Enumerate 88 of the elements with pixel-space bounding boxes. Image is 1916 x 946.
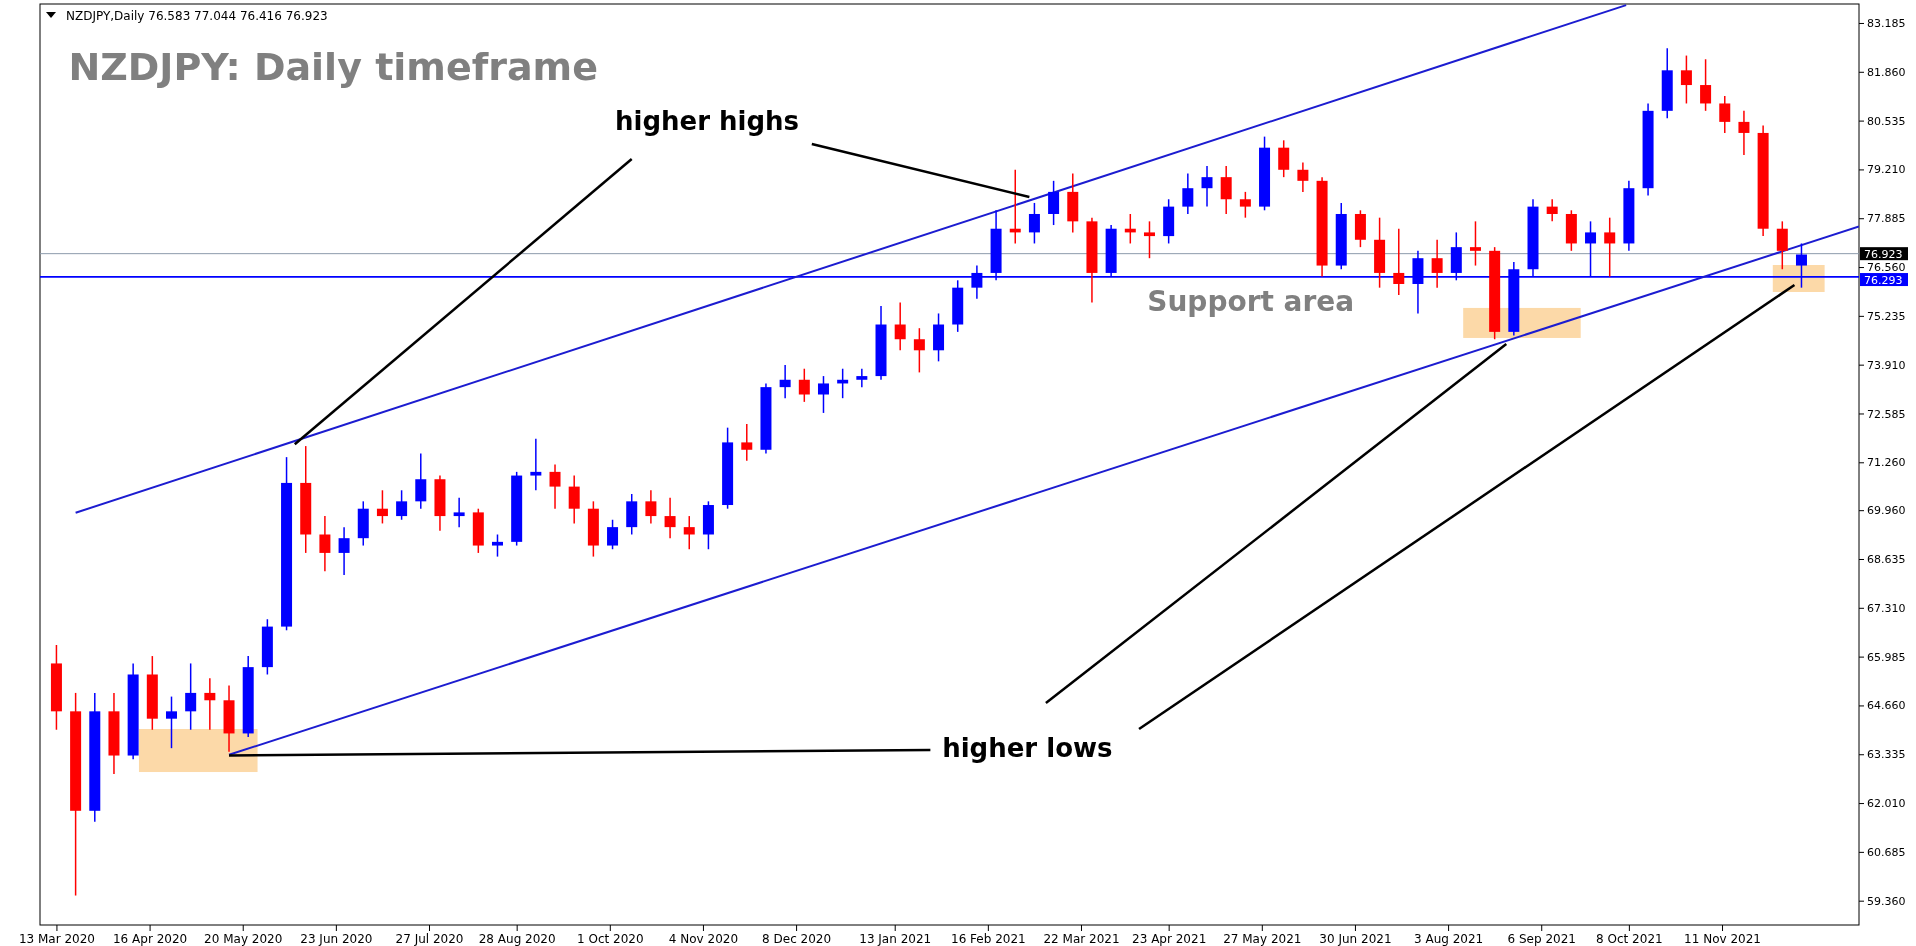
y-tick-label: 67.310 bbox=[1867, 601, 1906, 615]
candlestick bbox=[741, 423, 753, 462]
y-tick-label: 63.335 bbox=[1867, 748, 1906, 762]
y-tick-label: 80.535 bbox=[1867, 114, 1906, 128]
candlestick bbox=[1604, 216, 1616, 278]
candlestick bbox=[1469, 220, 1481, 267]
candlestick bbox=[798, 367, 810, 403]
candlestick bbox=[1393, 227, 1405, 296]
candlestick bbox=[453, 496, 465, 528]
candlestick bbox=[1297, 161, 1309, 193]
x-tick-label: 16 Feb 2021 bbox=[951, 931, 1026, 946]
candlestick bbox=[165, 695, 177, 749]
candlestick bbox=[607, 519, 619, 550]
x-tick-label: 8 Oct 2021 bbox=[1596, 931, 1663, 946]
x-tick-label: 16 Apr 2020 bbox=[112, 931, 188, 946]
annotation: higher highs bbox=[614, 106, 800, 137]
y-tick-label: 79.210 bbox=[1867, 163, 1906, 177]
annotation: Support area bbox=[1147, 284, 1355, 318]
y-tick-label: 71.260 bbox=[1867, 456, 1906, 470]
candlestick bbox=[1546, 198, 1558, 223]
x-tick-label: 22 Mar 2021 bbox=[1043, 931, 1120, 946]
candlestick bbox=[1776, 220, 1788, 270]
x-tick-label: 6 Sep 2021 bbox=[1507, 931, 1576, 946]
candlestick bbox=[1278, 139, 1290, 178]
candlestick bbox=[683, 515, 695, 550]
y-tick-label: 68.635 bbox=[1867, 553, 1906, 567]
candlestick bbox=[1738, 110, 1750, 156]
candlestick bbox=[1182, 172, 1194, 215]
y-tick-label: 76.560 bbox=[1867, 261, 1906, 275]
candlestick bbox=[817, 375, 829, 414]
ref-line-label: 76.923 bbox=[1864, 247, 1903, 261]
y-tick-label: 75.235 bbox=[1867, 309, 1906, 323]
candlestick bbox=[549, 463, 561, 510]
y-tick-label: 77.885 bbox=[1867, 212, 1906, 226]
candlestick bbox=[1028, 202, 1040, 245]
y-tick-label: 64.660 bbox=[1867, 699, 1906, 713]
y-tick-label: 65.985 bbox=[1867, 650, 1906, 664]
x-tick-label: 23 Apr 2021 bbox=[1132, 931, 1207, 946]
candlestick bbox=[1048, 180, 1060, 226]
y-tick-label: 59.360 bbox=[1867, 894, 1906, 908]
x-tick-label: 8 Dec 2020 bbox=[762, 931, 832, 946]
candlestick bbox=[1239, 191, 1251, 219]
candlestick bbox=[185, 662, 197, 731]
chart-subtitle: NZDJPY,Daily 76.583 77.044 76.416 76.923 bbox=[66, 9, 328, 23]
candlestick bbox=[319, 515, 331, 573]
x-tick-label: 27 May 2021 bbox=[1223, 931, 1302, 946]
candlestick bbox=[204, 677, 216, 731]
candlestick bbox=[491, 533, 503, 558]
x-tick-label: 11 Nov 2021 bbox=[1684, 931, 1761, 946]
y-tick-label: 83.185 bbox=[1867, 16, 1906, 30]
x-tick-label: 20 May 2020 bbox=[204, 931, 283, 946]
x-tick-label: 13 Mar 2020 bbox=[18, 931, 95, 946]
y-tick-label: 69.960 bbox=[1867, 504, 1906, 518]
candlestick bbox=[779, 364, 791, 399]
annotation: higher lows bbox=[942, 733, 1113, 764]
ref-line-label: 76.293 bbox=[1864, 273, 1903, 287]
x-tick-label: 4 Nov 2020 bbox=[668, 931, 739, 946]
x-tick-label: 23 Jun 2020 bbox=[300, 931, 373, 946]
candlestick bbox=[913, 327, 925, 374]
candlestick bbox=[856, 367, 868, 388]
candlestick bbox=[568, 474, 580, 525]
candlestick bbox=[415, 452, 427, 510]
candlestick bbox=[664, 496, 676, 539]
y-tick-label: 73.910 bbox=[1867, 358, 1906, 372]
candlestick bbox=[1719, 95, 1731, 134]
candlestick bbox=[645, 489, 657, 525]
x-tick-label: 30 Jun 2021 bbox=[1319, 931, 1392, 946]
candlestick bbox=[1700, 58, 1712, 112]
text: NZDJPY: Daily timeframe bbox=[68, 45, 598, 90]
candlestick bbox=[530, 437, 542, 492]
candlestick bbox=[396, 489, 408, 521]
y-tick-label: 81.860 bbox=[1867, 65, 1906, 79]
x-tick-label: 27 Jul 2020 bbox=[395, 931, 464, 946]
candlestick bbox=[1143, 220, 1155, 259]
candlestick bbox=[338, 526, 350, 576]
x-tick-label: 13 Jan 2021 bbox=[859, 931, 932, 946]
y-tick-label: 62.010 bbox=[1867, 797, 1906, 811]
candlestick bbox=[1201, 165, 1213, 208]
candlestick bbox=[1431, 239, 1443, 289]
candlestick bbox=[894, 301, 906, 352]
y-tick-label: 72.585 bbox=[1867, 407, 1906, 421]
candlestick bbox=[376, 489, 388, 525]
y-tick-label: 60.685 bbox=[1867, 845, 1906, 859]
x-tick-label: 28 Aug 2020 bbox=[478, 931, 556, 946]
candlestick bbox=[1220, 165, 1232, 215]
x-tick-label: 3 Aug 2021 bbox=[1413, 931, 1484, 946]
candlestick bbox=[1680, 54, 1692, 105]
x-tick-label: 1 Oct 2020 bbox=[577, 931, 644, 946]
